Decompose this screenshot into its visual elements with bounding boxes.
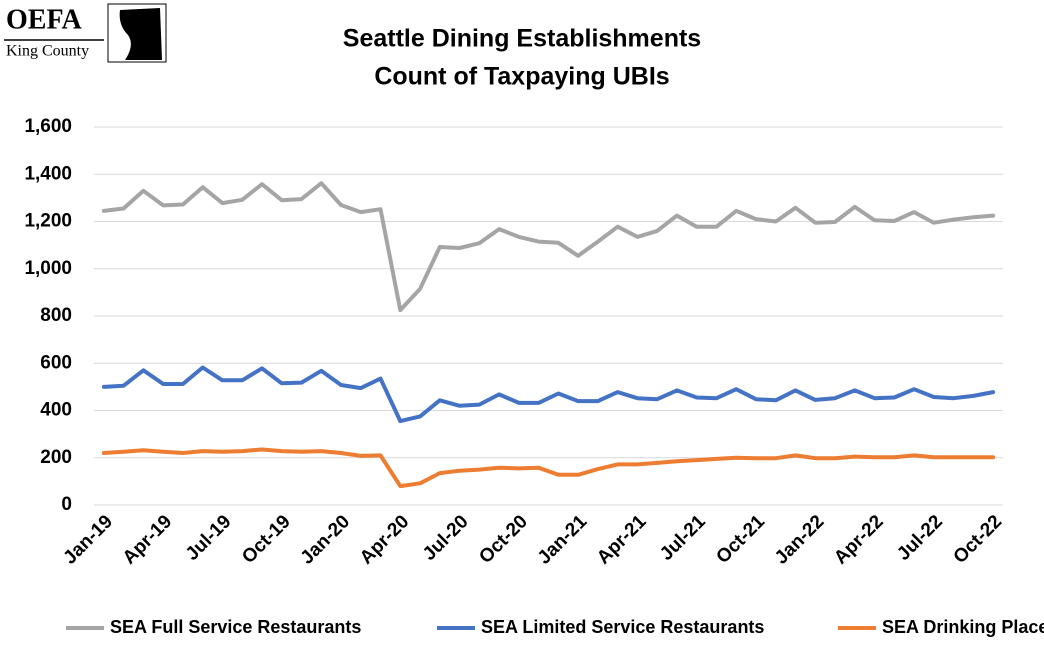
chart-title: Seattle Dining Establishments bbox=[343, 25, 701, 53]
x-tick-label: Oct-20 bbox=[475, 511, 532, 568]
y-tick-label: 800 bbox=[40, 305, 72, 326]
y-tick-label: 400 bbox=[40, 400, 72, 421]
y-tick-label: 200 bbox=[40, 447, 72, 468]
x-tick-label: Jul-19 bbox=[182, 511, 236, 565]
legend-label: SEA Drinking Places bbox=[882, 617, 1044, 637]
x-tick-label: Oct-19 bbox=[238, 511, 295, 568]
x-tick-label: Oct-22 bbox=[950, 511, 1007, 568]
logo: OEFA King County bbox=[4, 3, 167, 63]
y-tick-label: 1,600 bbox=[24, 116, 72, 137]
x-tick-label: Apr-21 bbox=[593, 511, 651, 569]
chart-title: Count of Taxpaying UBIs bbox=[374, 63, 669, 91]
x-tick-label: Apr-19 bbox=[119, 511, 176, 568]
x-tick-label: Jan-22 bbox=[771, 511, 828, 568]
x-tick-label: Jul-22 bbox=[893, 511, 947, 565]
legend-label: SEA Full Service Restaurants bbox=[110, 617, 361, 637]
x-tick-label: Jul-20 bbox=[419, 511, 473, 565]
y-tick-label: 0 bbox=[61, 494, 72, 515]
x-tick-label: Jan-21 bbox=[534, 511, 592, 569]
x-tick-label: Apr-22 bbox=[830, 511, 887, 568]
x-tick-label: Jan-20 bbox=[297, 511, 354, 568]
y-tick-label: 600 bbox=[40, 352, 72, 373]
logo-face bbox=[119, 8, 162, 60]
x-tick-label: Apr-20 bbox=[356, 511, 413, 568]
logo-name: OEFA bbox=[6, 4, 82, 35]
y-tick-label: 1,200 bbox=[24, 211, 72, 232]
y-tick-label: 1,400 bbox=[24, 163, 72, 184]
logo-subtitle: King County bbox=[6, 43, 89, 60]
x-tick-label: Jan-19 bbox=[60, 511, 117, 568]
line-series bbox=[101, 447, 996, 489]
y-tick-label: 1,000 bbox=[24, 258, 72, 279]
x-tick-label: Oct-21 bbox=[712, 511, 769, 568]
legend-label: SEA Limited Service Restaurants bbox=[481, 617, 764, 637]
line-series bbox=[101, 365, 996, 424]
line-series bbox=[101, 181, 996, 313]
x-tick-label: Jul-21 bbox=[656, 511, 710, 565]
